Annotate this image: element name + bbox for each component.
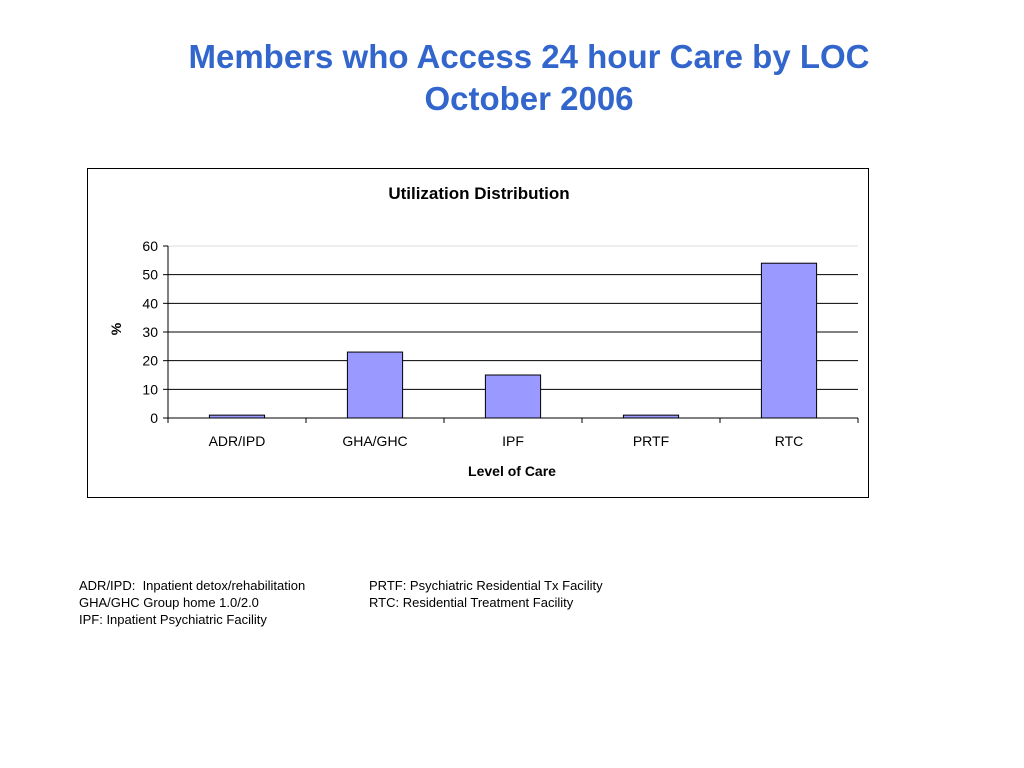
x-tick-label-adr-ipd: ADR/IPD	[209, 433, 266, 449]
y-axis-label: %	[108, 322, 124, 335]
bar-chart: Utilization Distribution Level of Care %…	[108, 184, 859, 479]
slide-title-line-2: October 2006	[424, 80, 634, 117]
y-tick-label-0: 0	[150, 410, 158, 426]
y-tick-label-30: 30	[142, 324, 158, 340]
bar-ipf	[484, 374, 542, 419]
abbreviation-notes: ADR/IPD: Inpatient detox/rehabilitation …	[79, 577, 699, 637]
note-prtf: PRTF: Psychiatric Residential Tx Facilit…	[369, 578, 603, 593]
y-tick-label-20: 20	[142, 353, 158, 369]
note-adr-ipd: ADR/IPD: Inpatient detox/rehabilitation	[79, 578, 306, 593]
x-tick-label-rtc: RTC	[775, 433, 804, 449]
note-rtc: RTC: Residential Treatment Facility	[369, 595, 574, 610]
chart-title: Utilization Distribution	[388, 184, 569, 203]
x-tick-label-prtf: PRTF	[633, 433, 669, 449]
y-tick-label-50: 50	[142, 267, 158, 283]
y-tick-label-40: 40	[142, 295, 158, 311]
x-axis-label: Level of Care	[468, 463, 556, 479]
slide-title: Members who Access 24 hour Care by LOC O…	[0, 36, 1024, 120]
note-ipf: IPF: Inpatient Psychiatric Facility	[79, 612, 267, 627]
note-gha-ghc: GHA/GHC Group home 1.0/2.0	[79, 595, 259, 610]
slide-title-line-1: Members who Access 24 hour Care by LOC	[188, 38, 870, 75]
x-tick-label-ipf: IPF	[502, 433, 524, 449]
y-tick-label-60: 60	[142, 238, 158, 254]
x-tick-label-gha-ghc: GHA/GHC	[342, 433, 407, 449]
chart-frame: Utilization Distribution Level of Care %…	[87, 168, 869, 498]
y-tick-label-10: 10	[142, 381, 158, 397]
bar-gha-ghc	[346, 351, 404, 419]
bar-rtc	[760, 262, 818, 419]
